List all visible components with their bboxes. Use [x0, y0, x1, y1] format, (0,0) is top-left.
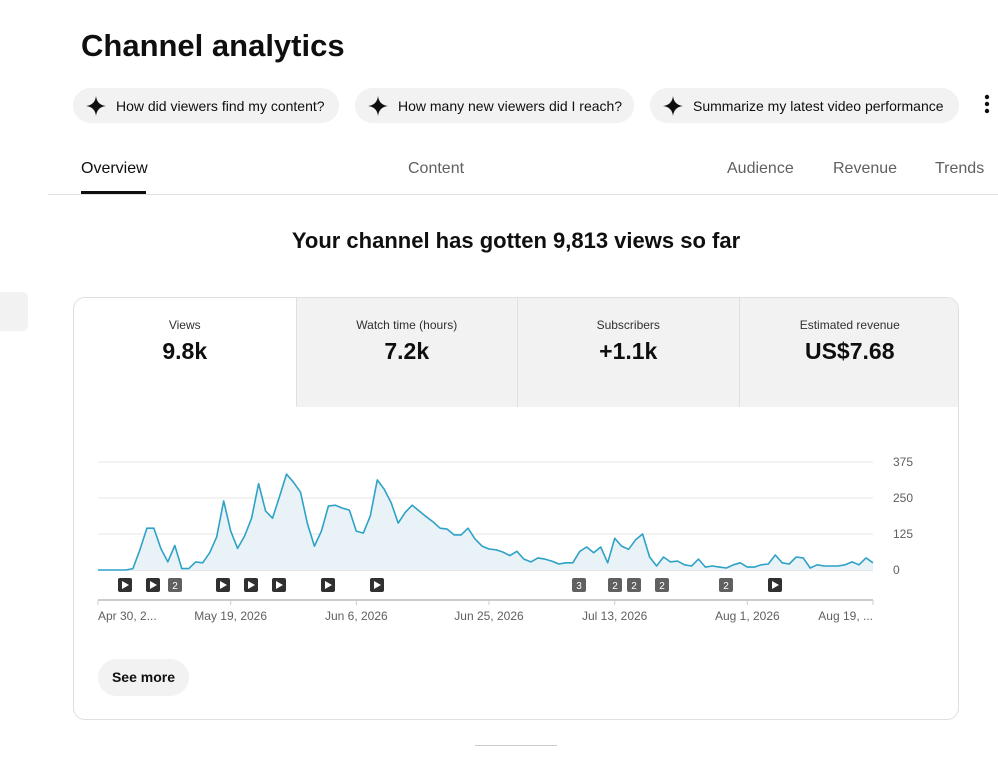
tab[interactable]: Overview — [81, 160, 148, 177]
metric-tab[interactable]: Watch time (hours) 7.2k — [295, 298, 517, 407]
metric-value: 7.2k — [384, 338, 430, 364]
sparkle-icon — [86, 95, 106, 116]
more-menu[interactable] — [980, 93, 994, 115]
metric-value: 9.8k — [162, 338, 208, 364]
tab[interactable]: Audience — [727, 160, 794, 177]
headline: Your channel has gotten 9,813 views so f… — [291, 228, 741, 253]
metric-tab[interactable]: Estimated revenue US$7.68 — [738, 298, 958, 407]
tab[interactable]: Trends — [935, 160, 985, 177]
chip-label: How many new viewers did I reach? — [398, 97, 623, 114]
metric-label: Views — [168, 318, 201, 332]
metric-label: Estimated revenue — [799, 318, 900, 332]
metric-tab[interactable]: Views 9.8k — [74, 298, 296, 407]
chip-label: How did viewers find my content? — [116, 97, 325, 114]
tab[interactable]: Revenue — [833, 160, 898, 177]
analytics-card: Views 9.8k Watch time (hours) 7.2k Subscri… — [73, 297, 959, 720]
sparkle-icon — [663, 95, 683, 116]
divider — [48, 194, 998, 195]
chip-label: Summarize my latest video performance — [693, 97, 944, 114]
side-panel-tab — [0, 292, 28, 331]
see-more-button[interactable]: See more — [98, 659, 189, 696]
metric-value: US$7.68 — [804, 338, 895, 364]
sparkle-icon — [368, 95, 388, 116]
metric-tab[interactable]: Subscribers +1.1k — [517, 298, 739, 407]
suggestion-chip[interactable]: Summarize my latest video performance — [650, 88, 959, 123]
suggestion-chip[interactable]: How many new viewers did I reach? — [355, 88, 634, 123]
tab[interactable]: Content — [408, 160, 465, 177]
suggestion-chip[interactable]: How did viewers find my content? — [73, 88, 339, 123]
metric-label: Watch time (hours) — [356, 318, 458, 332]
metric-value: +1.1k — [599, 338, 658, 364]
scroll-hint — [475, 745, 557, 746]
metric-label: Subscribers — [596, 318, 660, 332]
page-title: Channel analytics — [81, 28, 345, 63]
tab-underline — [81, 191, 146, 194]
